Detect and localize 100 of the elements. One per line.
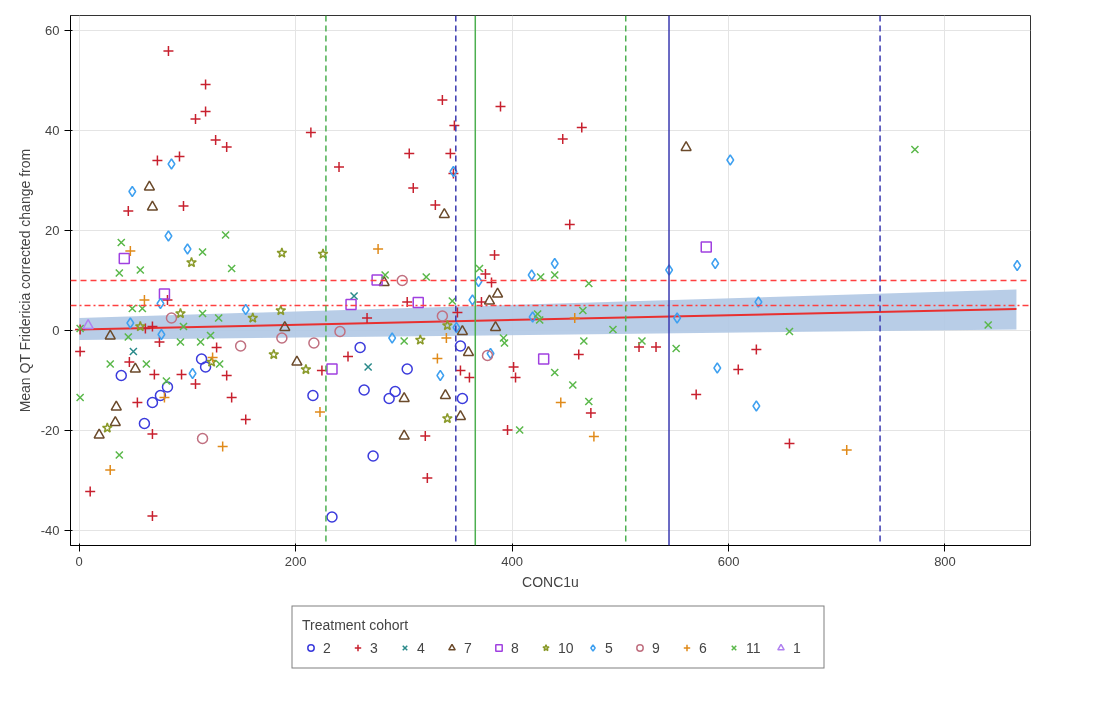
point <box>555 396 567 409</box>
point <box>528 311 537 323</box>
y-tick-label: -40 <box>40 523 60 538</box>
point <box>680 140 692 152</box>
point <box>396 274 408 287</box>
point <box>431 352 444 365</box>
point <box>142 359 151 369</box>
point <box>436 310 449 322</box>
point <box>673 312 682 324</box>
point <box>448 296 457 306</box>
point <box>354 341 366 354</box>
point <box>439 388 452 400</box>
x-tick-label: 800 <box>934 553 956 569</box>
point <box>568 380 578 390</box>
point <box>136 265 145 275</box>
point <box>671 344 681 353</box>
point <box>134 320 146 332</box>
point <box>371 274 383 286</box>
x-tick-label: 0 <box>75 553 83 569</box>
point <box>174 307 186 319</box>
point <box>468 294 477 306</box>
point <box>983 320 993 330</box>
point <box>118 252 131 265</box>
legend-label: 10 <box>558 639 575 656</box>
point <box>110 400 123 411</box>
point <box>165 312 178 324</box>
point <box>221 230 230 240</box>
point <box>326 511 338 523</box>
y-axis-title: Mean QT Fridericia corrected change from <box>16 148 33 413</box>
point <box>378 275 390 287</box>
point <box>456 324 469 336</box>
point <box>533 309 542 319</box>
point <box>578 306 588 315</box>
point <box>179 322 188 331</box>
x-tick-label: 400 <box>501 553 523 569</box>
point <box>584 279 594 288</box>
legend-label: 1 <box>793 639 802 656</box>
point <box>584 397 594 406</box>
point <box>398 429 410 440</box>
legend-label: 6 <box>699 639 708 656</box>
point <box>129 347 138 356</box>
point <box>104 464 116 476</box>
legend-label: 8 <box>511 639 520 656</box>
point <box>421 272 431 282</box>
point <box>206 351 219 364</box>
point <box>399 336 409 346</box>
point <box>138 417 151 430</box>
point <box>167 158 176 170</box>
point <box>162 376 171 386</box>
point <box>291 355 303 366</box>
legend-label: 5 <box>605 639 614 656</box>
point <box>115 268 124 278</box>
point <box>276 247 288 258</box>
point <box>109 415 122 427</box>
point <box>840 444 853 456</box>
y-tick-label: -20 <box>40 423 60 438</box>
point <box>115 450 124 460</box>
point <box>537 353 550 365</box>
point <box>454 340 467 352</box>
point <box>345 298 357 311</box>
point <box>75 393 85 402</box>
legend-label: 4 <box>417 639 426 656</box>
point <box>158 391 171 404</box>
point <box>499 333 508 343</box>
point <box>276 332 288 344</box>
point <box>82 318 94 330</box>
point <box>414 334 426 345</box>
point <box>195 353 208 365</box>
point <box>388 332 397 344</box>
legend-title: Treatment cohort <box>302 616 410 633</box>
point <box>186 256 198 268</box>
point <box>550 368 560 377</box>
point <box>363 362 373 372</box>
point <box>527 269 536 281</box>
point <box>367 450 379 462</box>
point <box>713 362 722 374</box>
point <box>227 264 236 273</box>
point <box>441 319 453 331</box>
point <box>550 270 560 280</box>
point <box>116 238 126 247</box>
point <box>588 430 600 443</box>
point <box>158 288 171 300</box>
point <box>665 264 674 276</box>
point <box>536 272 545 282</box>
point <box>383 392 395 405</box>
point <box>438 207 451 219</box>
point <box>491 287 504 298</box>
point <box>401 363 413 375</box>
point <box>475 264 484 273</box>
point <box>307 389 319 402</box>
point <box>124 332 133 342</box>
point <box>481 349 494 362</box>
point <box>247 312 259 323</box>
point <box>380 270 390 280</box>
point <box>398 391 410 403</box>
point <box>317 248 329 259</box>
point <box>124 245 137 257</box>
point <box>206 331 215 340</box>
point <box>754 296 763 308</box>
point <box>129 362 142 373</box>
